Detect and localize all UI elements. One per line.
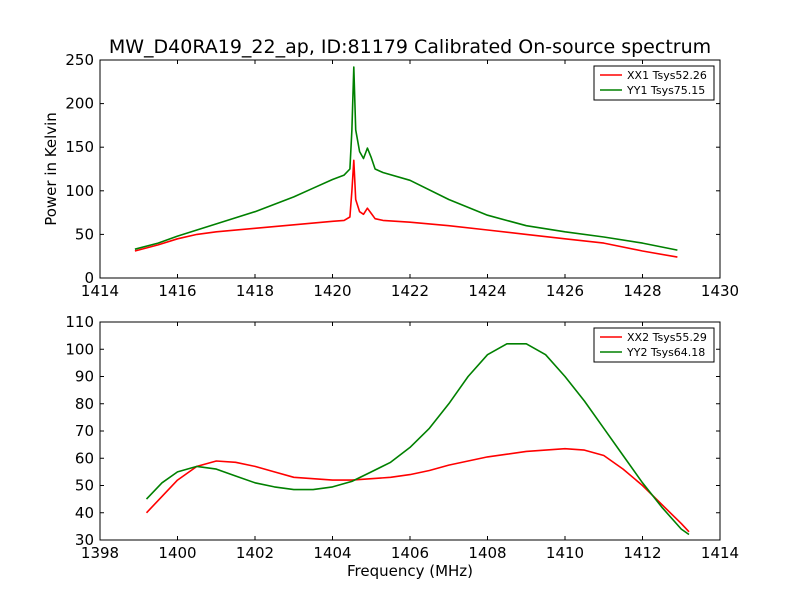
y-tick-label: 0 xyxy=(84,269,94,287)
x-tick-label: 1414 xyxy=(701,544,739,562)
series-group xyxy=(145,342,690,536)
series-line-2 xyxy=(134,66,678,251)
legend-label: YY2 Tsys64.18 xyxy=(626,346,705,359)
x-tick-label: 1406 xyxy=(391,544,429,562)
x-tick-label: 1398 xyxy=(81,544,119,562)
figure-title: MW_D40RA19_22_ap, ID:81179 Calibrated On… xyxy=(109,36,711,58)
series-line-2 xyxy=(145,342,690,536)
x-tick-label: 1418 xyxy=(236,282,274,300)
legend-label: XX1 Tsys52.26 xyxy=(627,69,707,82)
y-tick-label: 70 xyxy=(75,422,94,440)
y-tick-label: 80 xyxy=(75,395,94,413)
y-tick-label: 100 xyxy=(65,340,94,358)
x-tick-label: 1404 xyxy=(313,544,351,562)
chart-2: 1398 1400 1402 1404 1406 1408 1410 1412 1414 30 40… xyxy=(65,313,739,580)
legend-label: YY1 Tsys75.15 xyxy=(626,84,705,97)
y-tick-label: 40 xyxy=(75,504,94,522)
chart-1: 1414 1416 1418 1420 1422 1424 1426 1428 1430 0 50 1… xyxy=(42,51,739,300)
x-tick-label: 1424 xyxy=(468,282,506,300)
y-tick-label: 100 xyxy=(65,182,94,200)
x-tick-label: 1428 xyxy=(623,282,661,300)
legend: XX1 Tsys52.26 YY1 Tsys75.15 xyxy=(593,65,715,101)
x-tick-label: 1412 xyxy=(623,544,661,562)
series-line-1 xyxy=(145,447,690,533)
x-tick-label: 1422 xyxy=(391,282,429,300)
series-line-1 xyxy=(134,159,678,258)
x-axis-label: Frequency (MHz) xyxy=(347,562,473,580)
y-tick-label: 50 xyxy=(75,225,94,243)
x-tick-label: 1408 xyxy=(468,544,506,562)
y-tick-label: 200 xyxy=(65,95,94,113)
y-tick-label: 90 xyxy=(75,368,94,386)
legend-box xyxy=(593,327,715,363)
legend-box xyxy=(593,65,715,101)
legend-label: XX2 Tsys55.29 xyxy=(627,331,707,344)
y-tick-label: 60 xyxy=(75,449,94,467)
x-tick-label: 1400 xyxy=(158,544,196,562)
x-tick-label: 1426 xyxy=(546,282,584,300)
x-tick-label: 1416 xyxy=(158,282,196,300)
y-tick-label: 50 xyxy=(75,477,94,495)
y-tick-label: 110 xyxy=(65,313,94,331)
y-axis-label: Power in Kelvin xyxy=(42,112,60,226)
x-tick-label: 1414 xyxy=(81,282,119,300)
y-tick-label: 30 xyxy=(75,531,94,549)
y-tick-label: 250 xyxy=(65,51,94,69)
x-tick-label: 1430 xyxy=(701,282,739,300)
series-group xyxy=(134,66,678,258)
x-tick-label: 1420 xyxy=(313,282,351,300)
y-tick-label: 150 xyxy=(65,138,94,156)
legend: XX2 Tsys55.29 YY2 Tsys64.18 xyxy=(593,327,715,363)
x-tick-label: 1410 xyxy=(546,544,584,562)
x-tick-label: 1402 xyxy=(236,544,274,562)
